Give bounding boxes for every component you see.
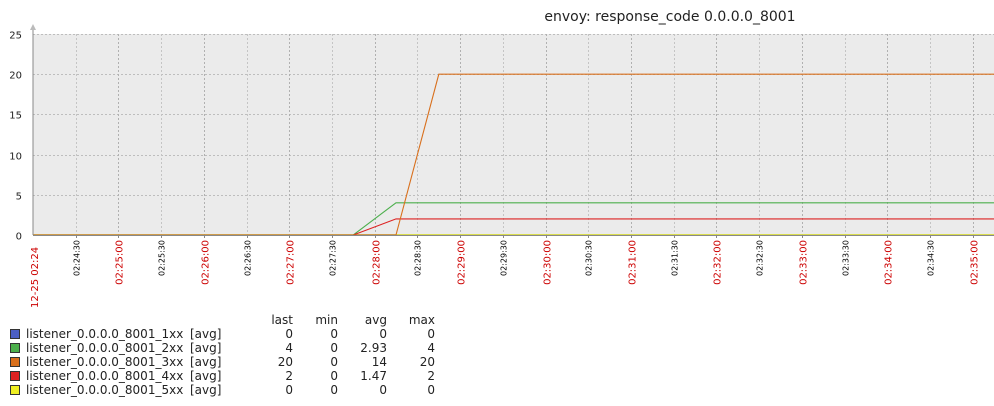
legend-header-fn [190, 313, 249, 327]
legend-series-name: listener_0.0.0.0_8001_3xx [26, 355, 184, 369]
x-tick-label: 02:28:00 [372, 240, 383, 285]
legend-avg: 14 [371, 355, 387, 369]
x-tick-label: 02:33:00 [799, 240, 810, 285]
legend-row: listener_0.0.0.0_8001_2xx [avg] 4 0 2.93… [10, 341, 435, 355]
plot-area [33, 34, 994, 235]
legend-max: 2 [427, 369, 435, 383]
y-axis: 0 5 10 15 20 25 [9, 31, 22, 243]
x-tick-label: 02:32:30 [756, 240, 765, 276]
legend-avg: 2.93 [360, 341, 387, 355]
legend-last: 20 [277, 355, 293, 369]
x-tick-label: 02:28:30 [414, 240, 423, 276]
x-tick-label: 02:35:00 [970, 240, 981, 285]
x-tick-label: 02:29:00 [457, 240, 468, 285]
legend-header-last: last [271, 313, 293, 327]
legend-swatch-3xx [10, 357, 20, 367]
legend-header-avg: avg [364, 313, 387, 327]
x-tick-label: 02:24:30 [73, 240, 82, 276]
x-tick-label: 02:32:00 [713, 240, 724, 285]
x-tick-label: 02:25:00 [115, 240, 126, 285]
legend-swatch-1xx [10, 329, 20, 339]
y-tick-label: 20 [9, 71, 22, 82]
legend-swatch-2xx [10, 343, 20, 353]
x-tick-label: 02:27:00 [286, 240, 297, 285]
legend-last: 4 [285, 341, 293, 355]
legend-min: 0 [330, 355, 338, 369]
x-tick-label: 02:31:00 [628, 240, 639, 285]
legend-row: listener_0.0.0.0_8001_3xx [avg] 20 0 14 … [10, 355, 435, 369]
legend-swatch-5xx [10, 385, 20, 395]
x-tick-label: 02:25:30 [158, 240, 167, 276]
y-tick-label: 5 [16, 192, 22, 203]
legend-min: 0 [330, 369, 338, 383]
grid [33, 34, 994, 235]
legend-series-fn: [avg] [190, 341, 222, 355]
legend-series-name: listener_0.0.0.0_8001_5xx [26, 383, 184, 397]
x-tick-label: 02:34:00 [884, 240, 895, 285]
x-tick-label: 02:29:30 [500, 240, 509, 276]
y-axis-arrow [30, 24, 36, 30]
x-tick-label: 02:26:00 [201, 240, 212, 285]
y-tick-label: 15 [9, 111, 22, 122]
legend-last: 0 [285, 383, 293, 397]
chart-title: envoy: response_code 0.0.0.0_8001 [544, 9, 795, 25]
x-tick-label: 02:26:30 [244, 240, 253, 276]
legend-header-name [10, 313, 190, 327]
x-tick-label: 02:34:30 [927, 240, 936, 276]
legend-min: 0 [330, 327, 338, 341]
x-tick-label: 02:27:30 [329, 240, 338, 276]
legend-series-fn: [avg] [190, 355, 222, 369]
legend-avg: 0 [379, 383, 387, 397]
legend-header-min: min [315, 313, 338, 327]
legend-swatch-4xx [10, 371, 20, 381]
legend-series-fn: [avg] [190, 383, 222, 397]
legend-header-max: max [408, 313, 435, 327]
legend-max: 20 [419, 355, 435, 369]
x-tick-label: 02:30:00 [543, 240, 554, 285]
legend-min: 0 [330, 341, 338, 355]
legend-avg: 0 [379, 327, 387, 341]
x-date-label: 12-25 02:24 [30, 247, 41, 308]
y-tick-label: 25 [9, 31, 22, 42]
legend-table: last min avg max listener_0.0.0.0_8001_1… [10, 313, 435, 397]
legend-series-name: listener_0.0.0.0_8001_1xx [26, 327, 184, 341]
legend-series-name: listener_0.0.0.0_8001_4xx [26, 369, 184, 383]
legend-header-row: last min avg max [10, 313, 435, 327]
legend-series-fn: [avg] [190, 369, 222, 383]
x-tick-label: 02:30:30 [585, 240, 594, 276]
legend-row: listener_0.0.0.0_8001_1xx [avg] 0 0 0 0 [10, 327, 435, 341]
x-tick-label: 02:33:30 [842, 240, 851, 276]
legend-series-name: listener_0.0.0.0_8001_2xx [26, 341, 184, 355]
legend-last: 0 [285, 327, 293, 341]
x-tick-label: 02:31:30 [671, 240, 680, 276]
legend-max: 0 [427, 383, 435, 397]
x-axis: 02:24:30 02:25:30 02:26:30 02:27:30 02:28:30… [73, 235, 981, 285]
legend-row: listener_0.0.0.0_8001_4xx [avg] 2 0 1.47… [10, 369, 435, 383]
legend-row: listener_0.0.0.0_8001_5xx [avg] 0 0 0 0 [10, 383, 435, 397]
y-tick-label: 10 [9, 152, 22, 163]
legend-max: 4 [427, 341, 435, 355]
chart: envoy: response_code 0.0.0.0_8001 0 5 10 15… [9, 9, 994, 308]
y-tick-label: 0 [16, 232, 22, 243]
legend-last: 2 [285, 369, 293, 383]
legend-max: 0 [427, 327, 435, 341]
legend-min: 0 [330, 383, 338, 397]
legend: last min avg max listener_0.0.0.0_8001_1… [10, 313, 435, 397]
legend-series-fn: [avg] [190, 327, 222, 341]
legend-avg: 1.47 [360, 369, 387, 383]
